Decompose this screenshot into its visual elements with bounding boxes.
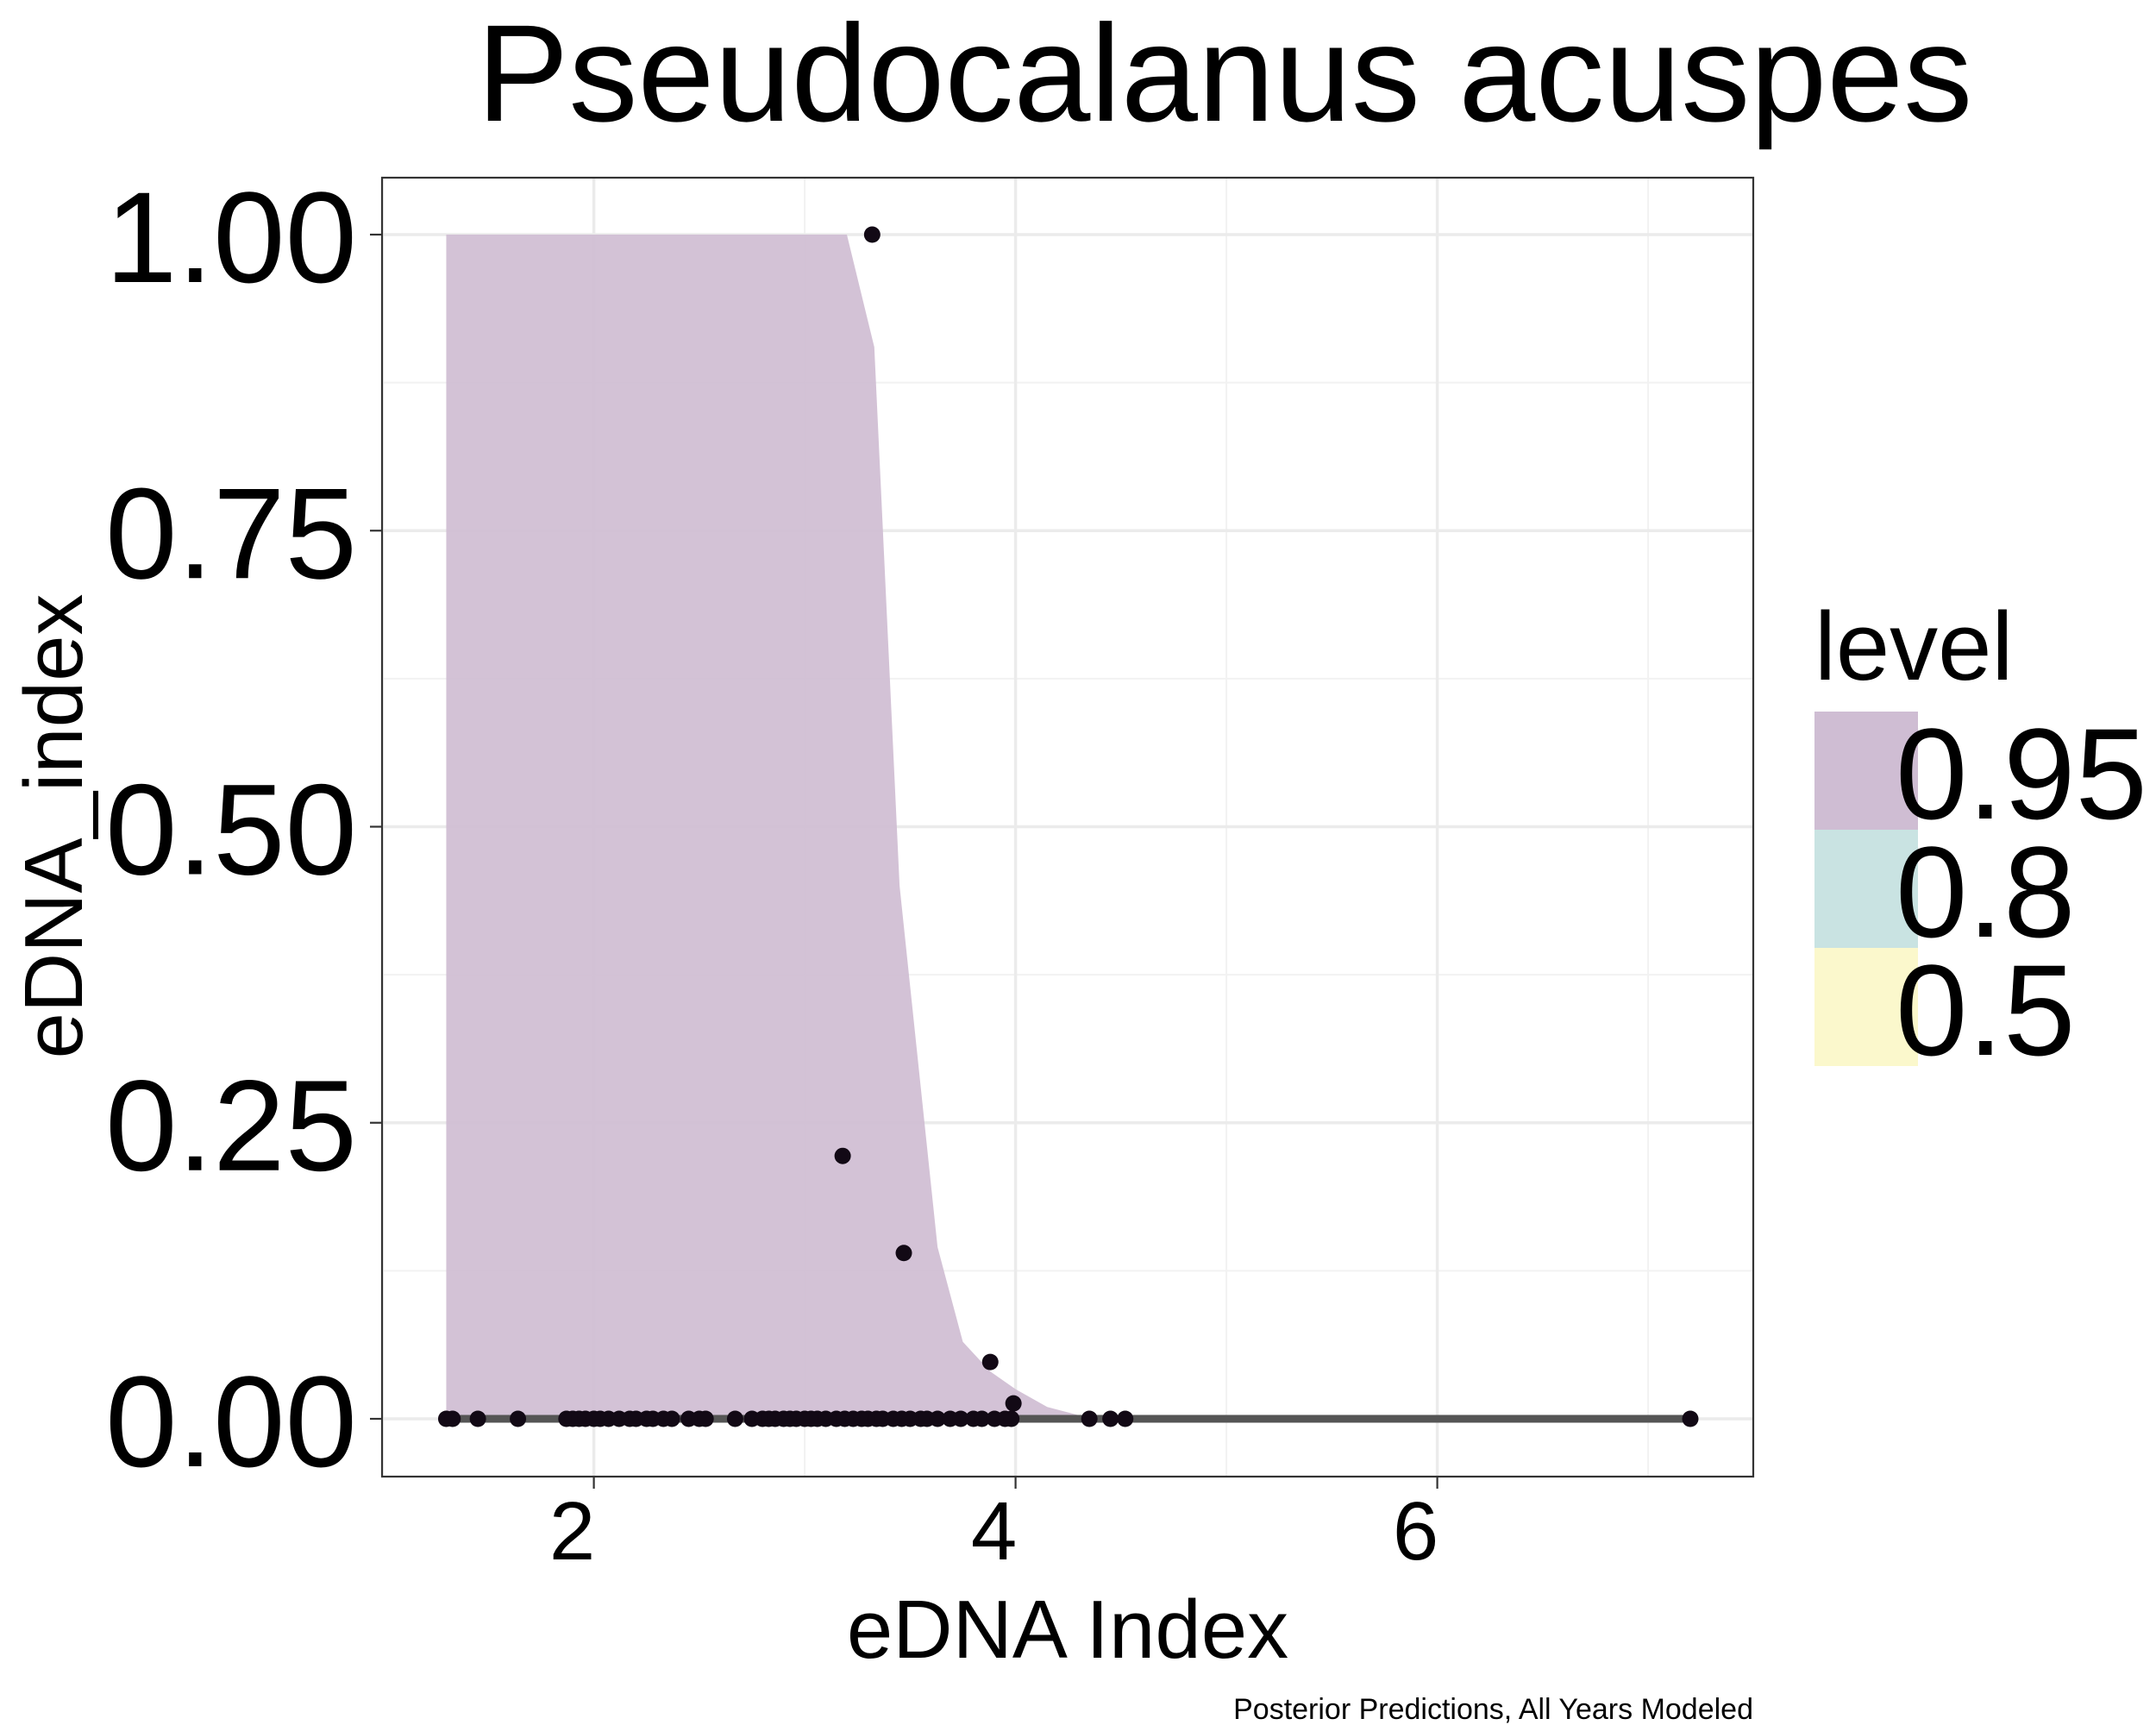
legend-swatch (1814, 712, 1918, 830)
data-point (1003, 1410, 1020, 1427)
data-point (726, 1410, 743, 1427)
y-axis-label: eDNA_index (8, 594, 100, 1059)
data-point (952, 1410, 969, 1427)
data-point (697, 1410, 714, 1427)
legend-title: level (1814, 593, 2013, 700)
points-layer (437, 226, 1699, 1427)
x-axis: 2 4 6 (549, 1477, 1438, 1578)
legend-label: 0.95 (1896, 701, 2147, 846)
y-tick-label: 0.25 (105, 1053, 357, 1198)
x-tick-label: 2 (549, 1485, 595, 1578)
data-point (895, 1245, 912, 1262)
data-point (1005, 1395, 1022, 1412)
caption: Posterior Predictions, All Years Modeled (1233, 1693, 1753, 1725)
data-point (469, 1410, 486, 1427)
legend-label: 0.8 (1896, 819, 2076, 964)
data-point (444, 1410, 461, 1427)
data-point (1117, 1410, 1134, 1427)
y-tick-label: 1.00 (105, 165, 357, 310)
data-point (863, 226, 881, 243)
legend: level 0.950.80.5 (1814, 593, 2147, 1082)
legend-label: 0.5 (1896, 938, 2076, 1082)
data-point (1682, 1410, 1699, 1427)
chart-title: Pseudocalanus acuspes (477, 0, 1973, 150)
data-point (510, 1410, 527, 1427)
x-axis-label: eDNA Index (847, 1584, 1288, 1676)
data-point (1102, 1410, 1119, 1427)
legend-entries: 0.950.80.5 (1814, 701, 2147, 1082)
data-point (929, 1410, 946, 1427)
data-point (973, 1410, 990, 1427)
data-point (663, 1410, 680, 1427)
x-tick-label: 6 (1393, 1485, 1438, 1578)
y-axis: 0.00 0.25 0.50 0.75 1.00 (105, 165, 382, 1494)
x-tick-label: 4 (971, 1485, 1017, 1578)
y-tick-label: 0.50 (105, 757, 357, 902)
data-point (1081, 1410, 1098, 1427)
interval-band-095 (446, 235, 1100, 1419)
data-point (834, 1147, 851, 1164)
data-point (981, 1353, 999, 1371)
y-tick-label: 0.00 (105, 1349, 357, 1494)
y-tick-label: 0.75 (105, 461, 357, 605)
legend-swatch (1814, 830, 1918, 948)
interval-band-layer (446, 235, 1100, 1419)
legend-swatch (1814, 948, 1918, 1066)
